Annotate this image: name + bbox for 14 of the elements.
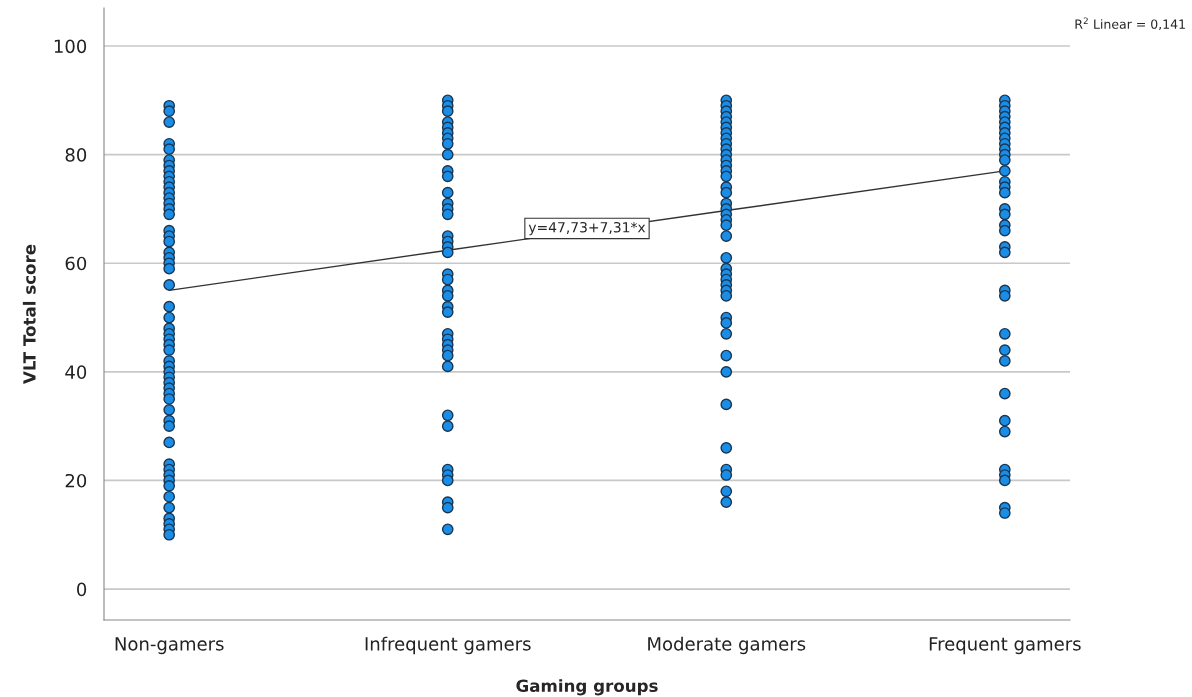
y-tick-label: 40: [65, 365, 87, 379]
x-tick-label: Moderate gamers: [648, 636, 806, 655]
y-tick-label: 100: [54, 39, 87, 54]
y-axis-title: VLT Total score: [22, 244, 36, 384]
x-tick-label: Non-gamers: [115, 637, 224, 655]
y-tick-label: 20: [65, 473, 87, 488]
annotation: y=47,73+7,31*x: [528, 222, 646, 236]
text: R$^{2}$ Linear = 0,141: [1075, 17, 1185, 31]
y-tick-label: 60: [65, 256, 87, 271]
x-tick-label: Frequent gamers: [929, 637, 1081, 655]
x-tick-label: Infrequent gamers: [365, 636, 531, 655]
y-tick-label: 80: [65, 148, 87, 162]
y-tick-label: 0: [77, 582, 87, 597]
x-axis-title: Gaming groups: [516, 679, 658, 696]
